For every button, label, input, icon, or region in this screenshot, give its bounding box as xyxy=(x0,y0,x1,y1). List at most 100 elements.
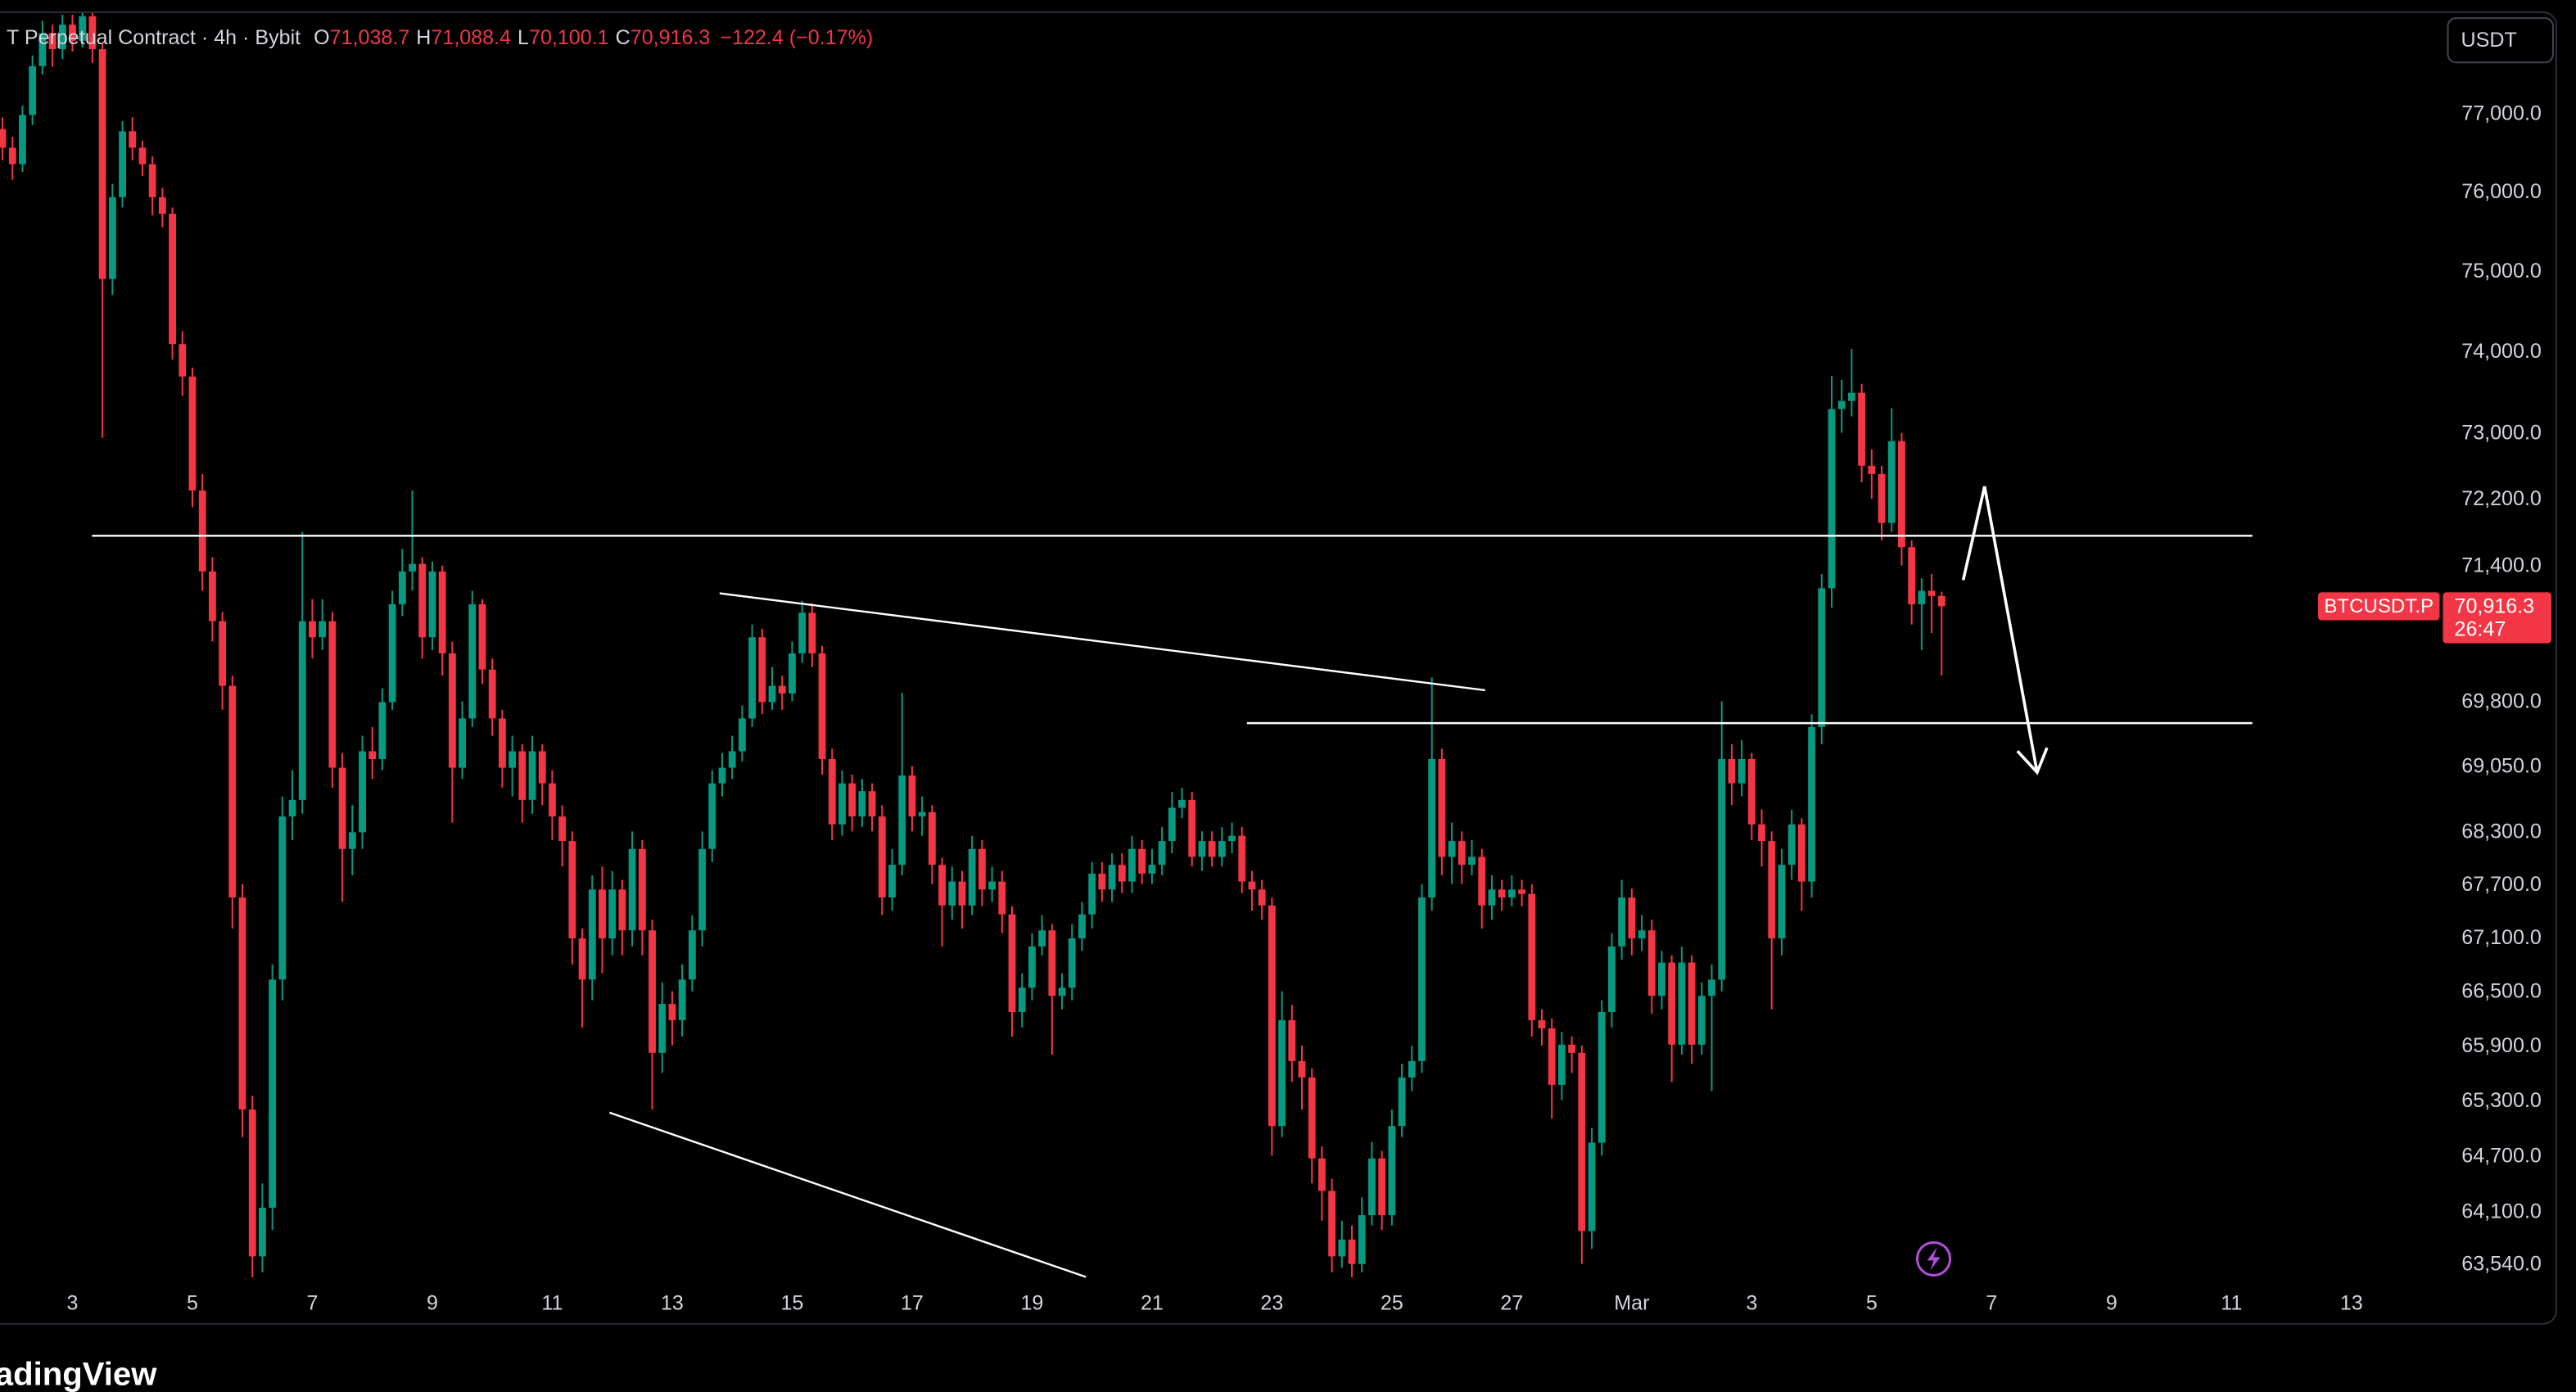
candle-body xyxy=(1088,873,1096,915)
candle-body xyxy=(69,25,76,41)
candle-body xyxy=(549,783,556,817)
candle-body xyxy=(1398,1077,1406,1127)
candle-body xyxy=(578,938,586,980)
x-tick-label: 3 xyxy=(67,1292,79,1315)
candle-body xyxy=(918,811,926,817)
candle-body xyxy=(1937,595,1946,607)
candle-body xyxy=(338,767,346,849)
candle-body xyxy=(328,621,337,768)
candle-body xyxy=(1868,465,1876,474)
candle-body xyxy=(1138,848,1146,874)
candle-body xyxy=(1208,841,1216,857)
candle-body xyxy=(898,775,906,865)
candle-body xyxy=(1418,897,1426,1061)
candle-body xyxy=(998,881,1006,915)
x-tick-label: 15 xyxy=(780,1292,803,1315)
candle-body xyxy=(1258,889,1266,906)
candle-body xyxy=(888,865,896,898)
candle-body xyxy=(409,563,416,572)
candle-body xyxy=(1308,1077,1316,1159)
candle-body xyxy=(428,571,436,638)
button-frame xyxy=(2447,17,2554,64)
candle-body xyxy=(1668,962,1676,1045)
candle-body xyxy=(808,612,816,654)
candle-body xyxy=(1108,865,1116,890)
candle-body xyxy=(599,889,606,939)
candle-body xyxy=(448,653,456,768)
candle-body xyxy=(649,930,656,1053)
icon-bolt xyxy=(1927,1247,1941,1271)
candle-body xyxy=(1438,758,1446,857)
candle-body xyxy=(768,685,776,703)
candle-body xyxy=(1158,841,1166,865)
candle-body xyxy=(1797,824,1805,882)
candle-body xyxy=(568,841,576,939)
icon-ring xyxy=(1915,1241,1952,1277)
candle-body xyxy=(1608,946,1616,1012)
candle-body xyxy=(638,848,646,931)
arrow-head xyxy=(2016,747,2049,775)
candle-body xyxy=(1528,893,1536,1020)
candle-body xyxy=(1328,1191,1336,1257)
legend-key: O xyxy=(314,26,330,49)
candle-body xyxy=(259,1207,266,1257)
candle-body xyxy=(98,49,106,279)
y-tick-label: 68,300.0 xyxy=(2461,820,2542,843)
lightning-icon[interactable] xyxy=(1915,1241,1952,1277)
candle-body xyxy=(778,685,786,694)
x-tick-label: 25 xyxy=(1381,1292,1403,1315)
y-tick-label: 65,300.0 xyxy=(2461,1089,2542,1112)
candle-body xyxy=(468,603,477,719)
y-tick-label: 65,900.0 xyxy=(2461,1034,2542,1057)
candle-body xyxy=(1368,1158,1376,1216)
y-tick-label: 69,800.0 xyxy=(2461,689,2542,712)
candle-body xyxy=(19,115,26,165)
x-tick-label: 3 xyxy=(1746,1292,1757,1315)
logo: TradingView xyxy=(0,1355,157,1392)
x-tick-label: 21 xyxy=(1141,1292,1164,1315)
y-tick-label: 66,500.0 xyxy=(2461,980,2542,1003)
candle-body xyxy=(1568,1044,1576,1053)
candle-body xyxy=(1378,1158,1386,1216)
candle-body xyxy=(978,848,986,890)
candle-body xyxy=(1758,824,1765,842)
candle-body xyxy=(1488,889,1496,906)
candle-body xyxy=(1028,946,1036,988)
candle-body xyxy=(359,751,366,833)
candle-body xyxy=(198,490,206,572)
y-tick-label: 71,400.0 xyxy=(2461,554,2542,577)
candle-body xyxy=(1268,905,1276,1127)
candle-body xyxy=(1218,841,1226,857)
candle-body xyxy=(1628,897,1636,939)
candle-body xyxy=(1408,1060,1416,1078)
legend-value: 71,088.4 xyxy=(431,26,511,49)
currency-button[interactable]: USDT xyxy=(2447,17,2554,64)
candle-body xyxy=(179,344,187,377)
candle-body xyxy=(29,66,37,115)
candle-body xyxy=(1718,758,1726,980)
candle-body xyxy=(1538,1019,1546,1028)
y-tick-label: 74,000.0 xyxy=(2461,340,2542,363)
candle-body xyxy=(1238,835,1246,882)
candle-body xyxy=(538,751,546,784)
x-tick-label: 7 xyxy=(1986,1292,1997,1315)
legend-value: 71,038.7 xyxy=(330,26,410,49)
candle-body xyxy=(0,129,7,148)
candle-body xyxy=(1448,841,1456,857)
candle-body xyxy=(818,653,826,759)
candle-body xyxy=(868,791,876,817)
x-tick-label: 11 xyxy=(2221,1292,2242,1315)
candle-body xyxy=(528,751,536,800)
price-badge-box xyxy=(2443,592,2551,644)
candle-body xyxy=(838,783,846,825)
candle-body xyxy=(1068,938,1076,988)
candle-body xyxy=(728,751,736,768)
candle-body xyxy=(8,147,16,165)
candle-body xyxy=(138,147,147,165)
candle-body xyxy=(1787,824,1796,865)
y-tick-label: 67,700.0 xyxy=(2461,873,2542,896)
candle-body xyxy=(1728,758,1736,784)
candle-body xyxy=(1018,988,1026,1012)
candle-body xyxy=(608,889,617,939)
candle-body xyxy=(1847,392,1855,401)
